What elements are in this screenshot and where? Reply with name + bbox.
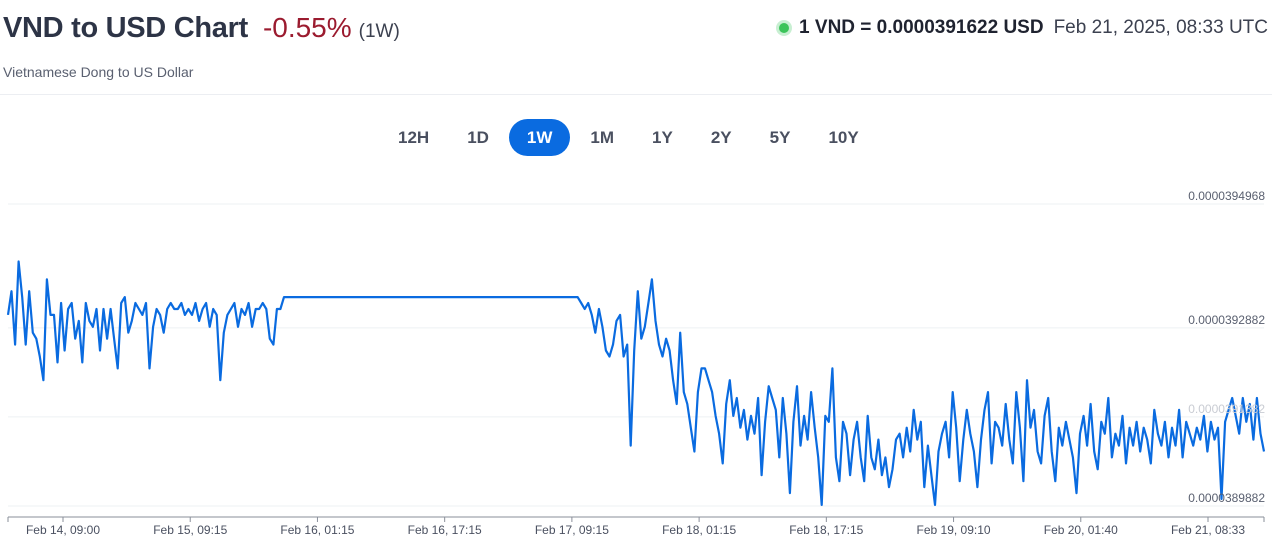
series-line [6, 260, 1266, 506]
percent-change: -0.55% [262, 12, 352, 43]
live-status-icon [779, 23, 790, 33]
tab-1y[interactable]: 1Y [652, 128, 673, 147]
rate-timestamp: Feb 21, 2025, 08:33 UTC [1053, 17, 1268, 38]
x-tick-label: Feb 21, 08:33 [1171, 523, 1245, 537]
tab-10y[interactable]: 10Y [828, 128, 859, 147]
tab-1m[interactable]: 1M [590, 128, 615, 147]
x-tick-label: Feb 16, 17:15 [408, 523, 482, 537]
page-subtitle: Vietnamese Dong to US Dollar [3, 64, 194, 80]
x-tick-label: Feb 20, 01:40 [1044, 523, 1118, 537]
y-tick-label: 0.0000391382 [1188, 402, 1265, 416]
range-tabs: 12H 1D 1W 1M 1Y 2Y 5Y 10Y [380, 119, 879, 156]
title-row: VND to USD Chart -0.55% (1W) [3, 12, 400, 45]
tab-1w[interactable]: 1W [508, 119, 571, 156]
tab-12h[interactable]: 12H [398, 128, 430, 147]
tab-2y[interactable]: 2Y [710, 128, 732, 147]
y-tick-label: 0.0000394968 [1188, 189, 1265, 203]
header-divider [0, 94, 1272, 95]
x-tick-label: Feb 18, 01:15 [662, 523, 736, 537]
x-tick-label: Feb 18, 17:15 [789, 523, 863, 537]
current-rate: 1 VND = 0.0000391622 USD Feb 21, 2025, 0… [779, 17, 1268, 39]
rate-chart[interactable]: 0.0000394968 0.0000392882 0.0000391382 0.00… [0, 180, 1272, 544]
y-tick-label: 0.0000392882 [1188, 313, 1265, 327]
y-tick-label: 0.0000389882 [1188, 491, 1265, 505]
period-label: (1W) [358, 21, 400, 42]
rate-value: 1 VND = 0.0000391622 USD [799, 17, 1044, 38]
x-tick-label: Feb 19, 09:10 [917, 523, 991, 537]
tab-1d[interactable]: 1D [467, 128, 489, 147]
x-tick-label: Feb 16, 01:15 [280, 523, 354, 537]
page-title: VND to USD Chart [3, 12, 248, 44]
tab-5y[interactable]: 5Y [769, 128, 791, 147]
x-tick-label: Feb 15, 09:15 [153, 523, 227, 537]
x-tick-label: Feb 14, 09:00 [26, 523, 100, 537]
x-tick-label: Feb 17, 09:15 [535, 523, 609, 537]
